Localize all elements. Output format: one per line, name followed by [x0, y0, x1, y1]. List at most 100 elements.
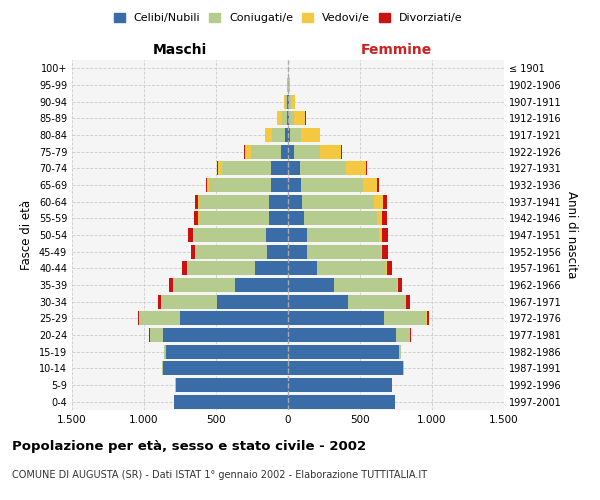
Bar [182, 261, 187, 276]
Bar [251, 144, 281, 159]
Bar [366, 162, 367, 175]
Bar [255, 261, 288, 276]
Bar [382, 244, 388, 259]
Bar [381, 244, 382, 259]
Bar [164, 344, 166, 359]
Bar [199, 211, 269, 226]
Bar [218, 162, 222, 175]
Bar [307, 228, 379, 242]
Bar [382, 211, 388, 226]
Bar [288, 278, 334, 292]
Bar [209, 178, 271, 192]
Bar [406, 294, 410, 308]
Bar [289, 78, 290, 92]
Bar [208, 178, 209, 192]
Bar [287, 94, 288, 109]
Bar [285, 128, 288, 142]
Bar [288, 344, 399, 359]
Bar [272, 128, 285, 142]
Bar [288, 128, 290, 142]
Bar [138, 311, 139, 326]
Bar [285, 94, 287, 109]
Bar [187, 261, 255, 276]
Bar [235, 278, 288, 292]
Bar [288, 244, 307, 259]
Bar [288, 228, 307, 242]
Bar [288, 162, 299, 175]
Bar [317, 261, 386, 276]
Bar [304, 211, 377, 226]
Bar [217, 162, 218, 175]
Bar [399, 344, 401, 359]
Bar [301, 128, 320, 142]
Bar [307, 244, 381, 259]
Bar [271, 162, 288, 175]
Bar [341, 144, 342, 159]
Bar [288, 394, 395, 409]
Bar [288, 194, 302, 209]
Bar [288, 361, 403, 376]
Bar [245, 144, 251, 159]
Bar [281, 112, 287, 126]
Bar [288, 94, 289, 109]
Bar [288, 178, 301, 192]
Bar [382, 228, 388, 242]
Bar [288, 261, 317, 276]
Bar [206, 178, 208, 192]
Bar [150, 328, 163, 342]
Bar [158, 294, 161, 308]
Bar [386, 261, 392, 276]
Bar [427, 311, 428, 326]
Bar [195, 194, 198, 209]
Bar [265, 128, 272, 142]
Bar [166, 344, 288, 359]
Bar [271, 178, 288, 192]
Bar [288, 211, 304, 226]
Bar [294, 144, 320, 159]
Bar [269, 211, 288, 226]
Bar [385, 311, 426, 326]
Bar [267, 244, 288, 259]
Bar [403, 361, 404, 376]
Bar [288, 328, 396, 342]
Bar [396, 328, 410, 342]
Y-axis label: Fasce di età: Fasce di età [20, 200, 33, 270]
Text: Femmine: Femmine [361, 42, 431, 56]
Y-axis label: Anni di nascita: Anni di nascita [565, 192, 578, 278]
Bar [188, 228, 193, 242]
Bar [163, 361, 288, 376]
Bar [269, 194, 288, 209]
Bar [301, 178, 363, 192]
Text: COMUNE DI AUGUSTA (SR) - Dati ISTAT 1° gennaio 2002 - Elaborazione TUTTITALIA.IT: COMUNE DI AUGUSTA (SR) - Dati ISTAT 1° g… [12, 470, 427, 480]
Bar [162, 361, 163, 376]
Bar [287, 112, 288, 126]
Bar [288, 378, 392, 392]
Bar [198, 194, 199, 209]
Bar [169, 278, 173, 292]
Bar [294, 112, 305, 126]
Bar [284, 94, 285, 109]
Bar [363, 178, 377, 192]
Bar [288, 294, 349, 308]
Bar [377, 211, 382, 226]
Bar [222, 162, 271, 175]
Bar [289, 94, 291, 109]
Bar [194, 228, 266, 242]
Bar [161, 294, 217, 308]
Text: Popolazione per età, sesso e stato civile - 2002: Popolazione per età, sesso e stato civil… [12, 440, 366, 453]
Bar [334, 278, 397, 292]
Bar [195, 244, 267, 259]
Bar [346, 162, 366, 175]
Bar [377, 178, 379, 192]
Bar [176, 378, 288, 392]
Bar [320, 144, 341, 159]
Bar [180, 311, 288, 326]
Bar [281, 144, 288, 159]
Bar [374, 194, 383, 209]
Bar [410, 328, 411, 342]
Bar [277, 112, 281, 126]
Bar [383, 194, 388, 209]
Bar [289, 112, 294, 126]
Legend: Celibi/Nubili, Coniugati/e, Vedovi/e, Divorziati/e: Celibi/Nubili, Coniugati/e, Vedovi/e, Di… [110, 10, 466, 26]
Bar [349, 294, 406, 308]
